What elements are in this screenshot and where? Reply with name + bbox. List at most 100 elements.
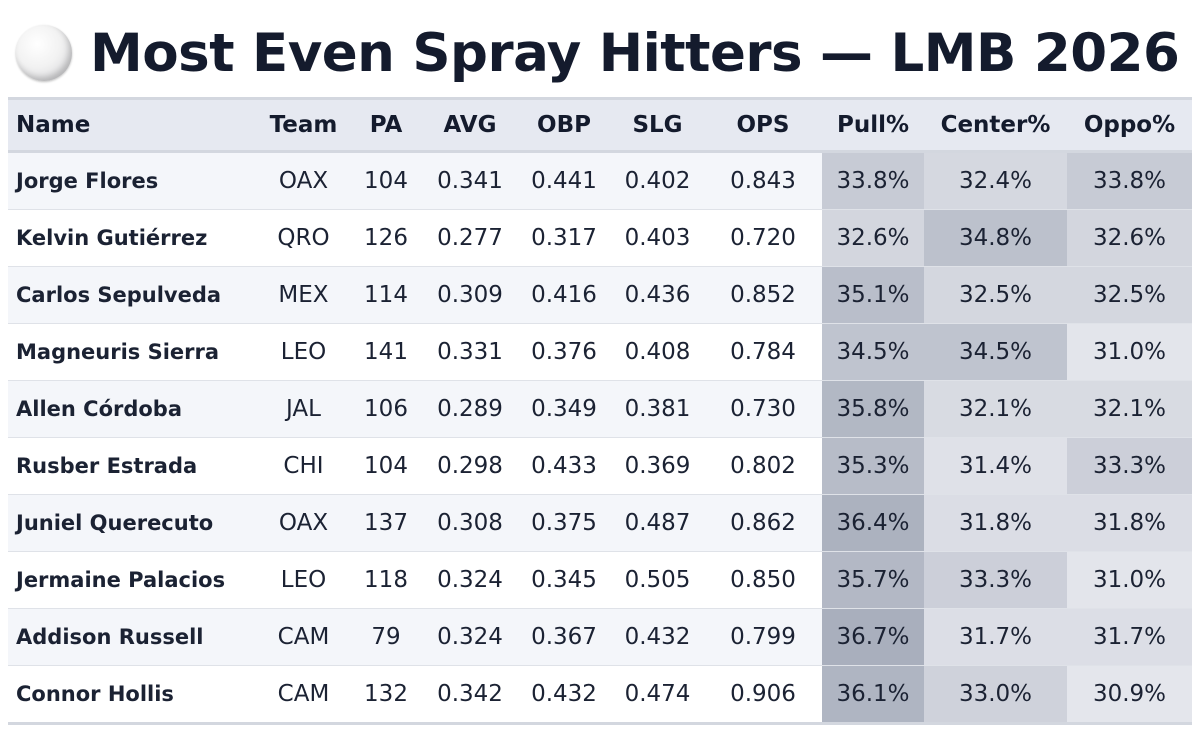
table-cell: 104 <box>349 151 423 210</box>
table-cell: 0.331 <box>423 323 517 381</box>
column-header: Center% <box>924 98 1067 153</box>
table-cell: 32.6% <box>822 209 924 267</box>
column-header: SLG <box>611 98 704 153</box>
table-cell: OAX <box>258 151 349 210</box>
player-name-cell: Juniel Querecuto <box>8 494 258 552</box>
table-row: Rusber Estrada CHI 104 0.298 0.433 0.369 0.802… <box>8 437 1192 495</box>
table-cell: LEO <box>258 323 349 381</box>
table-cell: 114 <box>349 266 423 324</box>
table-cell: 0.376 <box>517 323 611 381</box>
table-cell: 0.369 <box>611 437 704 495</box>
table-cell: JAL <box>258 380 349 438</box>
table-cell: 0.381 <box>611 380 704 438</box>
table-row: Connor Hollis CAM 132 0.342 0.432 0.474 0.906 3… <box>8 665 1192 724</box>
table-cell: 31.7% <box>1067 608 1192 666</box>
table-cell: 0.852 <box>704 266 822 324</box>
table-cell: 0.277 <box>423 209 517 267</box>
player-name-cell: Allen Córdoba <box>8 380 258 438</box>
table-cell: 32.1% <box>1067 380 1192 438</box>
table-cell: 32.6% <box>1067 209 1192 267</box>
table-cell: 0.349 <box>517 380 611 438</box>
table-cell: 0.345 <box>517 551 611 609</box>
table-cell: 0.308 <box>423 494 517 552</box>
table-cell: 31.0% <box>1067 323 1192 381</box>
column-header: PA <box>349 98 423 153</box>
table-cell: 0.317 <box>517 209 611 267</box>
player-name-cell: Kelvin Gutiérrez <box>8 209 258 267</box>
player-name-cell: Rusber Estrada <box>8 437 258 495</box>
table-cell: 79 <box>349 608 423 666</box>
table-cell: 0.298 <box>423 437 517 495</box>
table-cell: 34.8% <box>924 209 1067 267</box>
column-header: OPS <box>704 98 822 153</box>
column-header: Name <box>8 98 258 153</box>
table-cell: 0.367 <box>517 608 611 666</box>
table-row: Jorge Flores OAX 104 0.341 0.441 0.402 0.843 33… <box>8 151 1192 210</box>
table-cell: 0.862 <box>704 494 822 552</box>
table-cell: QRO <box>258 209 349 267</box>
table-row: Allen Córdoba JAL 106 0.289 0.349 0.381 0.730 3… <box>8 380 1192 438</box>
table-cell: 0.341 <box>423 151 517 210</box>
table-cell: 0.433 <box>517 437 611 495</box>
player-name-cell: Carlos Sepulveda <box>8 266 258 324</box>
column-header: AVG <box>423 98 517 153</box>
table-cell: 31.4% <box>924 437 1067 495</box>
table-cell: 0.408 <box>611 323 704 381</box>
table-cell: 141 <box>349 323 423 381</box>
table-cell: 36.7% <box>822 608 924 666</box>
table-cell: 0.375 <box>517 494 611 552</box>
table-cell: OAX <box>258 494 349 552</box>
table-cell: 31.8% <box>924 494 1067 552</box>
table-cell: 33.8% <box>822 151 924 210</box>
table-cell: 31.8% <box>1067 494 1192 552</box>
table-row: Juniel Querecuto OAX 137 0.308 0.375 0.487 0.8… <box>8 494 1192 552</box>
table-cell: 32.5% <box>1067 266 1192 324</box>
table-cell: 32.4% <box>924 151 1067 210</box>
table-row: Addison Russell CAM 79 0.324 0.367 0.432 0.799… <box>8 608 1192 666</box>
table-cell: 104 <box>349 437 423 495</box>
table-cell: 33.3% <box>924 551 1067 609</box>
table-cell: 33.0% <box>924 665 1067 724</box>
table-cell: MEX <box>258 266 349 324</box>
table-cell: 0.720 <box>704 209 822 267</box>
table-cell: 0.474 <box>611 665 704 724</box>
table-cell: 0.505 <box>611 551 704 609</box>
table-cell: 33.8% <box>1067 151 1192 210</box>
player-name-cell: Magneuris Sierra <box>8 323 258 381</box>
player-name-cell: Connor Hollis <box>8 665 258 724</box>
column-header: OBP <box>517 98 611 153</box>
table-cell: 0.784 <box>704 323 822 381</box>
table-cell: 31.7% <box>924 608 1067 666</box>
table-cell: 0.843 <box>704 151 822 210</box>
table-cell: 0.309 <box>423 266 517 324</box>
table-cell: 0.324 <box>423 551 517 609</box>
table-cell: 30.9% <box>1067 665 1192 724</box>
table-row: Magneuris Sierra LEO 141 0.331 0.376 0.408 0.7… <box>8 323 1192 381</box>
table-cell: 0.432 <box>517 665 611 724</box>
table-cell: 36.1% <box>822 665 924 724</box>
table-cell: 0.403 <box>611 209 704 267</box>
table-cell: 0.487 <box>611 494 704 552</box>
table-cell: 0.441 <box>517 151 611 210</box>
table-cell: 35.8% <box>822 380 924 438</box>
table-cell: CHI <box>258 437 349 495</box>
table-cell: 35.7% <box>822 551 924 609</box>
table-cell: 0.324 <box>423 608 517 666</box>
table-cell: 0.850 <box>704 551 822 609</box>
column-header: Pull% <box>822 98 924 153</box>
table-cell: 0.402 <box>611 151 704 210</box>
table-cell: 35.1% <box>822 266 924 324</box>
player-name-cell: Addison Russell <box>8 608 258 666</box>
table-cell: 0.416 <box>517 266 611 324</box>
table-cell: 32.1% <box>924 380 1067 438</box>
title-row: Most Even Spray Hitters — LMB 2026 <box>16 14 1180 92</box>
table-cell: 0.799 <box>704 608 822 666</box>
player-name-cell: Jermaine Palacios <box>8 551 258 609</box>
spray-table: Name Team PA AVG OBP SLG OPS Pull% Center% Oppo% … <box>8 97 1192 725</box>
column-header: Team <box>258 98 349 153</box>
table-cell: 126 <box>349 209 423 267</box>
table-cell: 34.5% <box>822 323 924 381</box>
table-cell: CAM <box>258 608 349 666</box>
table-cell: 35.3% <box>822 437 924 495</box>
table-cell: 33.3% <box>1067 437 1192 495</box>
